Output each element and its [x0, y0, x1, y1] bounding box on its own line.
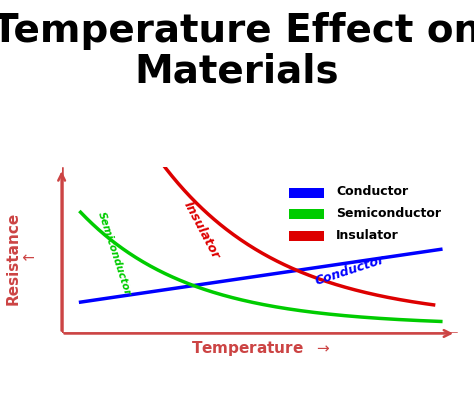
Text: Conductor: Conductor [337, 185, 409, 198]
FancyBboxPatch shape [289, 231, 324, 241]
Text: Temperature Effect on
Materials: Temperature Effect on Materials [0, 12, 474, 91]
FancyBboxPatch shape [289, 188, 324, 198]
Text: Temperature  $\rightarrow$: Temperature $\rightarrow$ [191, 339, 330, 358]
Text: Insulator: Insulator [182, 199, 222, 261]
Text: Insulator: Insulator [337, 229, 399, 242]
Text: Semiconductor: Semiconductor [96, 211, 133, 297]
Text: Resistance
$\uparrow$: Resistance $\uparrow$ [6, 212, 38, 305]
Text: Semiconductor: Semiconductor [337, 207, 441, 220]
FancyBboxPatch shape [289, 209, 324, 219]
Text: Conductor: Conductor [313, 252, 386, 287]
